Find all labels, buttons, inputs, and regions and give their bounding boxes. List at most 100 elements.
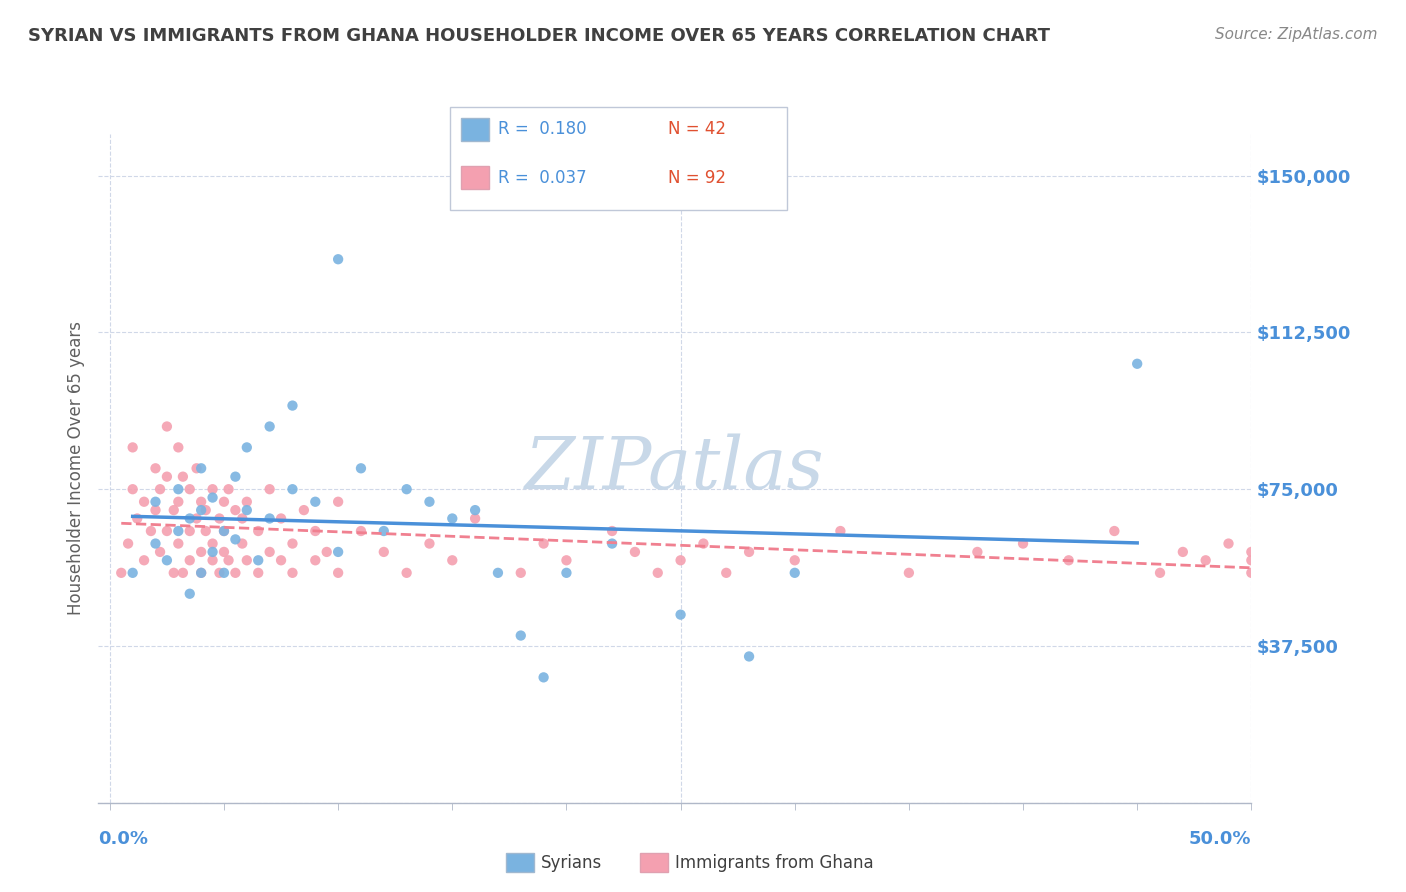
Point bbox=[145, 494, 167, 508]
Point bbox=[247, 524, 270, 538]
Point bbox=[218, 553, 240, 567]
Text: Source: ZipAtlas.com: Source: ZipAtlas.com bbox=[1215, 27, 1378, 42]
Point bbox=[373, 524, 395, 538]
Point bbox=[1126, 357, 1149, 371]
Point bbox=[179, 524, 201, 538]
Point bbox=[212, 566, 235, 580]
Point bbox=[418, 536, 440, 550]
Point bbox=[1195, 553, 1218, 567]
Point bbox=[486, 566, 509, 580]
Point bbox=[783, 553, 806, 567]
Point bbox=[110, 566, 132, 580]
Text: SYRIAN VS IMMIGRANTS FROM GHANA HOUSEHOLDER INCOME OVER 65 YEARS CORRELATION CHA: SYRIAN VS IMMIGRANTS FROM GHANA HOUSEHOL… bbox=[28, 27, 1050, 45]
Point bbox=[186, 461, 208, 475]
Point bbox=[149, 545, 172, 559]
Point bbox=[156, 419, 179, 434]
Point bbox=[172, 566, 194, 580]
Point bbox=[186, 511, 208, 525]
Point bbox=[373, 545, 395, 559]
Point bbox=[179, 553, 201, 567]
Point bbox=[212, 524, 235, 538]
Point bbox=[224, 566, 246, 580]
Point bbox=[201, 536, 224, 550]
Point bbox=[247, 553, 270, 567]
Point bbox=[156, 553, 179, 567]
Point bbox=[270, 511, 292, 525]
Point bbox=[783, 566, 806, 580]
Point bbox=[156, 469, 179, 483]
Point bbox=[418, 494, 440, 508]
Point bbox=[304, 524, 326, 538]
Point bbox=[600, 536, 623, 550]
Point bbox=[1218, 536, 1240, 550]
Point bbox=[190, 545, 212, 559]
Point bbox=[259, 482, 281, 496]
Point bbox=[127, 511, 149, 525]
Point bbox=[117, 536, 139, 550]
Point bbox=[1240, 553, 1263, 567]
Point bbox=[326, 252, 349, 267]
Point bbox=[194, 503, 217, 517]
Point bbox=[464, 503, 486, 517]
Point bbox=[231, 511, 253, 525]
Point bbox=[212, 524, 235, 538]
Point bbox=[350, 461, 373, 475]
Point bbox=[304, 553, 326, 567]
Point bbox=[533, 536, 555, 550]
Point bbox=[259, 511, 281, 525]
Point bbox=[167, 536, 190, 550]
Text: 50.0%: 50.0% bbox=[1189, 830, 1251, 847]
Point bbox=[190, 566, 212, 580]
Point bbox=[830, 524, 852, 538]
Point bbox=[395, 566, 418, 580]
Point bbox=[145, 536, 167, 550]
Point bbox=[281, 536, 304, 550]
Point bbox=[259, 545, 281, 559]
Point bbox=[669, 553, 692, 567]
Point bbox=[194, 524, 217, 538]
Point bbox=[738, 649, 761, 664]
Point bbox=[132, 494, 155, 508]
Point bbox=[441, 511, 464, 525]
Point bbox=[555, 553, 578, 567]
Point bbox=[208, 511, 231, 525]
Point bbox=[281, 399, 304, 413]
Point bbox=[167, 441, 190, 455]
Point bbox=[1149, 566, 1171, 580]
Point bbox=[121, 441, 143, 455]
Text: R =  0.180: R = 0.180 bbox=[498, 120, 586, 138]
Point bbox=[145, 503, 167, 517]
Point bbox=[212, 545, 235, 559]
Point bbox=[350, 524, 373, 538]
Text: 0.0%: 0.0% bbox=[98, 830, 149, 847]
Point bbox=[464, 511, 486, 525]
Point bbox=[738, 545, 761, 559]
Point bbox=[201, 545, 224, 559]
Point bbox=[156, 524, 179, 538]
Text: Immigrants from Ghana: Immigrants from Ghana bbox=[675, 854, 873, 871]
Point bbox=[201, 553, 224, 567]
Point bbox=[315, 545, 337, 559]
Point bbox=[647, 566, 669, 580]
Point bbox=[149, 482, 172, 496]
Text: R =  0.037: R = 0.037 bbox=[498, 169, 586, 186]
Text: ZIPatlas: ZIPatlas bbox=[524, 433, 825, 504]
Point bbox=[259, 419, 281, 434]
Point bbox=[692, 536, 714, 550]
Point bbox=[326, 545, 349, 559]
Point bbox=[212, 494, 235, 508]
Point bbox=[236, 441, 259, 455]
Point bbox=[190, 566, 212, 580]
Point bbox=[1240, 545, 1263, 559]
Point bbox=[270, 553, 292, 567]
Point bbox=[190, 503, 212, 517]
Y-axis label: Householder Income Over 65 years: Householder Income Over 65 years bbox=[66, 321, 84, 615]
Point bbox=[897, 566, 920, 580]
Point bbox=[231, 536, 253, 550]
Point bbox=[179, 511, 201, 525]
Point bbox=[236, 503, 259, 517]
Point bbox=[395, 482, 418, 496]
Point bbox=[167, 524, 190, 538]
Point bbox=[201, 482, 224, 496]
Point bbox=[669, 607, 692, 622]
